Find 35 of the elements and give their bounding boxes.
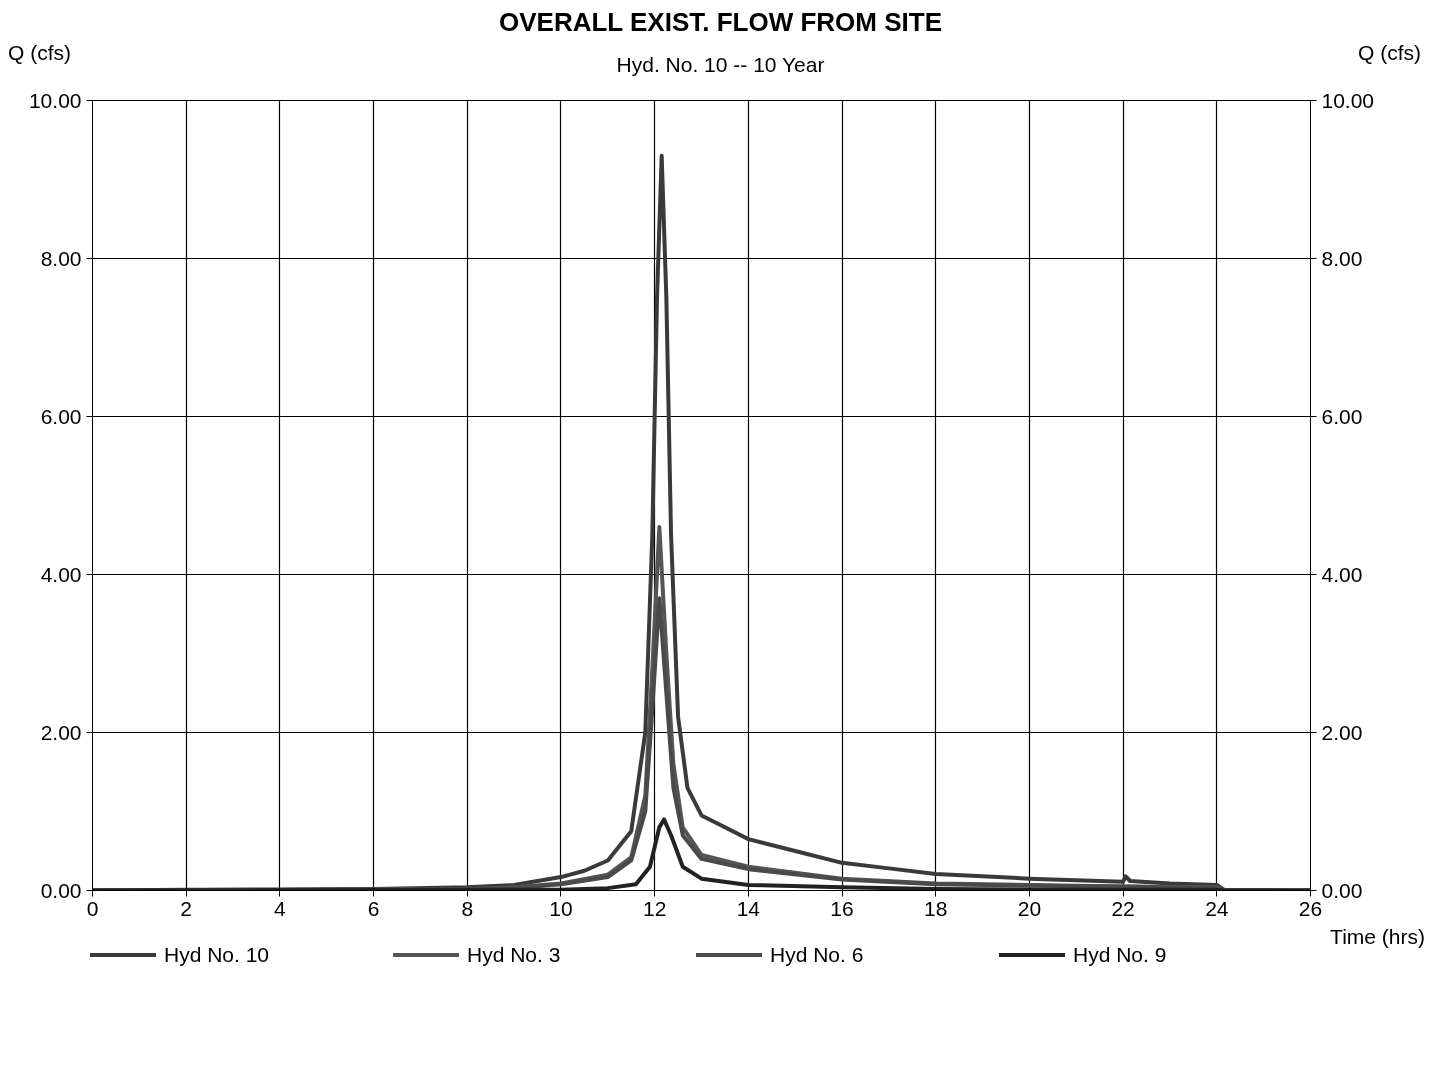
y-tick-label: 0.00: [40, 878, 82, 902]
x-tick-label: 26: [1298, 896, 1323, 920]
y-tick-label: 4.00: [40, 562, 82, 586]
y2-tick-label: 4.00: [1321, 562, 1363, 586]
legend-label: Hyd No. 9: [1073, 942, 1167, 968]
y2-tick-label: 8.00: [1321, 246, 1363, 270]
legend-label: Hyd No. 10: [164, 942, 270, 968]
x-tick-label: 20: [1017, 896, 1042, 920]
x-tick-label: 6: [367, 896, 380, 920]
x-axis-title: Time (hrs): [1330, 924, 1425, 950]
chart-subtitle: Hyd. No. 10 -- 10 Year: [616, 53, 825, 76]
x-tick-label: 14: [736, 896, 761, 920]
y-axis-title: Q (cfs): [8, 40, 71, 66]
x-tick-label: 0: [86, 896, 99, 920]
y2-tick-label: 10.00: [1321, 88, 1375, 112]
y2-tick-label: 0.00: [1321, 878, 1363, 902]
x-tick-label: 4: [274, 896, 287, 920]
y-tick-label: 10.00: [28, 88, 82, 112]
x-tick-label: 16: [830, 896, 854, 920]
y-tick-label: 6.00: [40, 404, 82, 428]
y2-tick-label: 6.00: [1321, 404, 1363, 428]
x-tick-label: 22: [1111, 896, 1135, 920]
legend-label: Hyd No. 6: [770, 942, 864, 968]
y2-axis-title: Q (cfs): [1358, 40, 1421, 66]
chart-title: OVERALL EXIST. FLOW FROM SITE: [498, 6, 943, 39]
x-tick-label: 18: [924, 896, 948, 920]
y-tick-label: 8.00: [40, 246, 82, 270]
x-tick-label: 10: [549, 896, 573, 920]
x-tick-label: 2: [180, 896, 193, 920]
x-tick-label: 24: [1205, 896, 1229, 920]
y2-tick-label: 2.00: [1321, 720, 1363, 744]
x-tick-label: 12: [642, 896, 667, 920]
legend-label: Hyd No. 3: [467, 942, 561, 968]
x-tick-label: 8: [461, 896, 474, 920]
y-tick-label: 2.00: [40, 720, 82, 744]
